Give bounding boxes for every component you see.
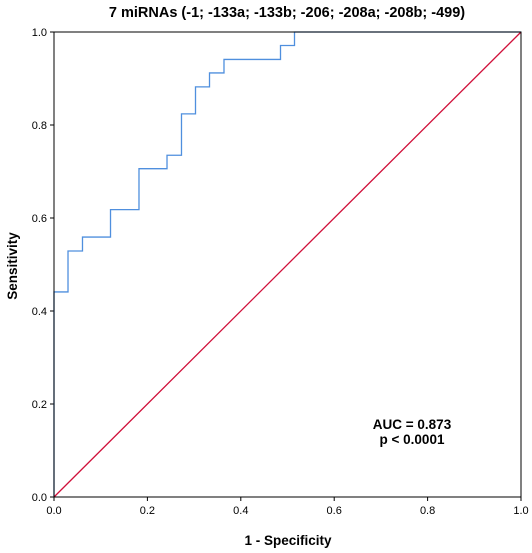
y-tick-label: 0.6 xyxy=(32,213,47,225)
p-value-annotation: p < 0.0001 xyxy=(380,432,445,447)
reference-diagonal-line xyxy=(53,31,522,498)
x-tick-label: 0.2 xyxy=(140,505,155,517)
y-axis-ticks: 0.0 0.2 0.4 0.6 0.8 1.0 xyxy=(32,27,54,504)
auc-annotation: AUC = 0.873 xyxy=(373,417,452,432)
y-tick-label: 0.0 xyxy=(32,492,47,504)
y-tick-label: 0.8 xyxy=(32,120,47,132)
x-tick-label: 0.8 xyxy=(420,505,435,517)
roc-curve-line xyxy=(53,31,521,497)
y-tick-label: 0.2 xyxy=(32,399,47,411)
x-tick-label: 0.4 xyxy=(233,505,248,517)
x-axis-label: 1 - Specificity xyxy=(244,533,332,548)
chart-title: 7 miRNAs (-1; -133a; -133b; -206; -208a;… xyxy=(109,5,465,21)
y-tick-label: 0.4 xyxy=(32,306,47,318)
y-axis-label: Sensitivity xyxy=(5,232,20,300)
x-axis-ticks: 0.0 0.2 0.4 0.6 0.8 1.0 xyxy=(46,497,529,517)
series-layer xyxy=(53,31,522,498)
plot-frame xyxy=(53,31,522,498)
x-tick-label: 1.0 xyxy=(513,505,528,517)
x-tick-label: 0.0 xyxy=(46,505,61,517)
x-tick-label: 0.6 xyxy=(327,505,342,517)
y-tick-label: 1.0 xyxy=(32,27,47,39)
